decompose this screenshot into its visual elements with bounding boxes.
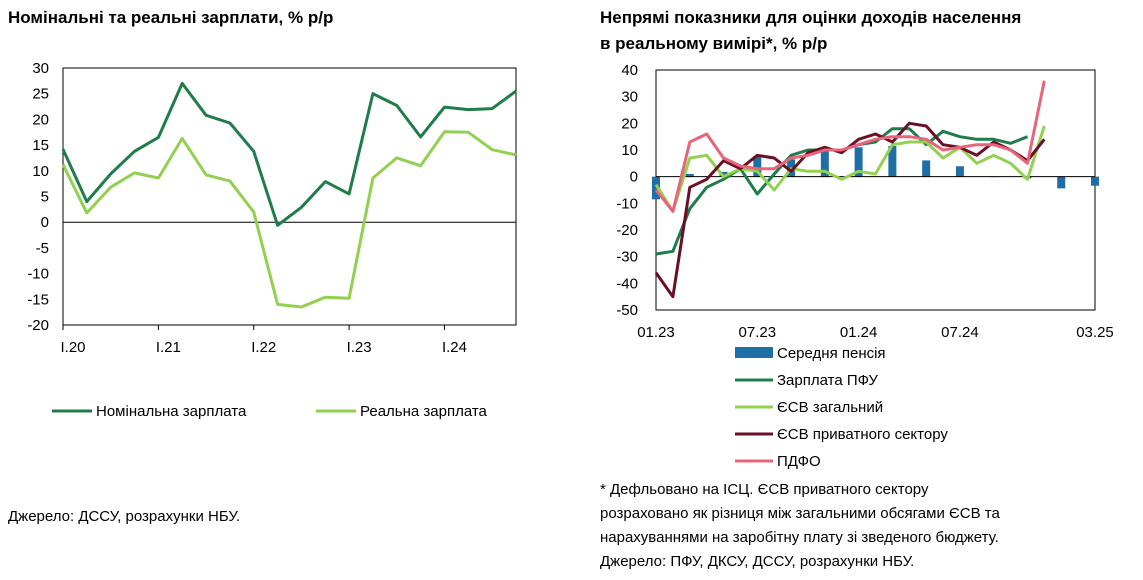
legend-label-pfu-salary: Зарплата ПФУ bbox=[777, 372, 878, 389]
left-chart-title: Номінальні та реальні зарплати, % р/р bbox=[8, 8, 333, 27]
legend-label-pdfo: ПДФО bbox=[777, 453, 821, 470]
right-y-tick-label: -40 bbox=[616, 275, 638, 292]
right-pension-bar bbox=[820, 146, 829, 177]
legend-swatch-pension bbox=[735, 347, 773, 358]
right-y-tick-label: -30 bbox=[616, 249, 638, 266]
left-x-tick-label: I.20 bbox=[60, 339, 85, 356]
left-y-tick-label: 5 bbox=[41, 189, 49, 206]
right-y-tick-label: 30 bbox=[621, 89, 638, 106]
right-series-line-pdfo bbox=[654, 80, 1046, 213]
left-y-axis-ticks: -20 -15 -10 -5 0 5 10 15 20 25 30 bbox=[27, 60, 49, 334]
legend-label-pension: Середня пенсія bbox=[777, 345, 886, 362]
right-series-line-esv-private bbox=[654, 121, 1046, 299]
right-series-line-esv-total bbox=[654, 125, 1046, 213]
left-y-tick-label: 25 bbox=[32, 86, 49, 103]
left-y-tick-label: 15 bbox=[32, 137, 49, 154]
right-plot-frame bbox=[655, 69, 1096, 311]
right-y-tick-label: -50 bbox=[616, 302, 638, 319]
right-pension-bar bbox=[685, 174, 694, 177]
left-y-tick-label: 30 bbox=[32, 60, 49, 77]
right-pension-bar bbox=[922, 160, 931, 177]
right-y-tick-label: -10 bbox=[616, 195, 638, 212]
right-series-group bbox=[654, 80, 1046, 299]
left-y-tick-label: -15 bbox=[27, 291, 49, 308]
right-y-tick-label: 40 bbox=[621, 62, 638, 79]
right-pension-bar bbox=[1091, 176, 1099, 186]
left-y-tick-label: -20 bbox=[27, 317, 49, 334]
right-pension-bar bbox=[652, 176, 660, 200]
right-x-tick-label: 07.24 bbox=[941, 324, 979, 341]
right-note-line-3: нарахуваннями на заробітну плату зі звед… bbox=[600, 529, 999, 546]
right-y-tick-label: 0 bbox=[630, 169, 638, 186]
right-pension-bar bbox=[719, 171, 728, 177]
right-pension-bar bbox=[955, 166, 964, 177]
right-note-line-2: розраховано як різниця між загальними об… bbox=[600, 505, 1000, 522]
right-x-tick-label: 01.24 bbox=[840, 324, 878, 341]
legend-label-real: Реальна зарплата bbox=[360, 403, 488, 420]
right-series-line-pfu-salary bbox=[655, 127, 1029, 256]
left-y-tick-label: 0 bbox=[41, 214, 49, 231]
right-pension-bar bbox=[1057, 176, 1066, 189]
left-series-group bbox=[61, 81, 517, 309]
right-note-line-1: * Дефльовано на ІСЦ. ЄСВ приватного сект… bbox=[600, 481, 929, 498]
legend-label-nominal: Номінальна зарплата bbox=[96, 403, 247, 420]
right-note-line-4: Джерело: ПФУ, ДКСУ, ДССУ, розрахунки НБУ… bbox=[600, 553, 914, 570]
right-pension-bar bbox=[854, 147, 863, 177]
right-chart-title-line-1: Непрямі показники для оцінки доходів нас… bbox=[600, 8, 1021, 27]
right-y-tick-label: 10 bbox=[621, 142, 638, 159]
right-pension-bar bbox=[888, 146, 897, 177]
right-x-tick-label: 07.23 bbox=[739, 324, 777, 341]
right-chart: Непрямі показники для оцінки доходів нас… bbox=[600, 8, 1114, 570]
right-pension-bar bbox=[753, 156, 762, 177]
right-x-tick-label: 03.25 bbox=[1076, 324, 1114, 341]
right-y-tick-label: 20 bbox=[621, 115, 638, 132]
left-x-tick-label: I.23 bbox=[347, 339, 372, 356]
left-y-tick-label: 20 bbox=[32, 111, 49, 128]
right-y-axis-ticks: -50 -40 -30 -20 -10 0 10 20 30 40 bbox=[616, 62, 638, 319]
left-chart: Номінальні та реальні зарплати, % р/р -2… bbox=[8, 8, 517, 525]
right-x-axis-ticks: 01.23 07.23 01.24 07.24 03.25 bbox=[637, 324, 1114, 341]
right-y-tick-label: -20 bbox=[616, 222, 638, 239]
legend-label-esv-total: ЄСВ загальний bbox=[777, 399, 883, 416]
left-source-note: Джерело: ДССУ, розрахунки НБУ. bbox=[8, 508, 240, 525]
right-chart-title-line-2: в реальному вимірі*, % р/р bbox=[600, 34, 827, 53]
left-plot-frame bbox=[62, 67, 517, 326]
left-y-tick-label: -10 bbox=[27, 266, 49, 283]
right-bars-group bbox=[652, 146, 1099, 200]
legend-label-esv-private: ЄСВ приватного сектору bbox=[777, 426, 948, 443]
left-series-line-real bbox=[61, 130, 517, 309]
left-x-tick-label: I.24 bbox=[442, 339, 467, 356]
left-y-tick-label: 10 bbox=[32, 163, 49, 180]
right-x-tick-label: 01.23 bbox=[637, 324, 675, 341]
left-series-line-nominal bbox=[61, 81, 517, 227]
left-x-axis-ticks: I.20 I.21 I.22 I.23 I.24 bbox=[60, 325, 467, 356]
left-x-tick-label: I.21 bbox=[156, 339, 181, 356]
left-x-tick-label: I.22 bbox=[251, 339, 276, 356]
left-y-tick-label: -5 bbox=[36, 240, 49, 257]
